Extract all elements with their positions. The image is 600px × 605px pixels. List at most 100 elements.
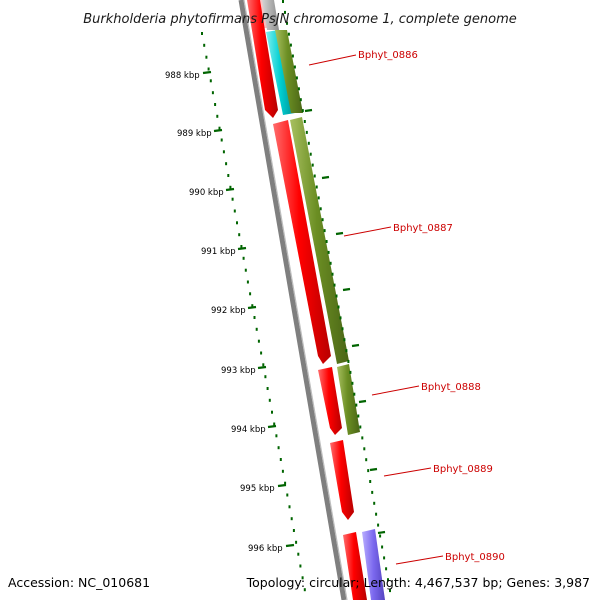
- ruler-label: 992 kbp: [211, 306, 246, 316]
- ruler-dot: [249, 292, 252, 296]
- ruler-dot: [369, 480, 372, 483]
- gene-label-bphyt-0886[interactable]: Bphyt_0886: [358, 50, 418, 61]
- ruler-dot: [379, 534, 382, 538]
- ruler-tick: [277, 483, 287, 488]
- ruler-dot: [309, 152, 312, 156]
- cds-arrow-bphyt-0888[interactable]: [318, 367, 342, 435]
- ruler-dot: [303, 120, 306, 123]
- ruler-dot: [203, 43, 206, 47]
- ruler-dot: [347, 360, 350, 363]
- ruler-dot: [291, 54, 294, 58]
- ruler-dot: [355, 403, 358, 407]
- ruler-dot: [242, 256, 245, 260]
- ruler-tick: [225, 187, 235, 192]
- ruler-dot: [255, 327, 258, 331]
- ruler-dot: [238, 233, 241, 237]
- ruler-dot: [236, 221, 238, 225]
- cds-arrow-bphyt-0886[interactable]: [247, 0, 278, 118]
- ruler-dot: [240, 245, 243, 248]
- inner-ruler-dots: [282, 0, 393, 603]
- cds-arrow-bphyt-0887[interactable]: [273, 120, 331, 364]
- ruler-label: 995 kbp: [240, 484, 275, 494]
- ruler-dot: [288, 505, 291, 509]
- leader-line-bphyt-0887: [343, 226, 392, 237]
- ruler-labels: 988 kbp 989 kbp 990 kbp 991 kbp 992 kbp …: [165, 71, 283, 554]
- ruler-dot: [211, 91, 214, 95]
- ruler-dot: [209, 79, 212, 83]
- ruler-dot: [251, 304, 254, 308]
- ruler-dot: [299, 98, 302, 102]
- ruler-tick: [321, 175, 330, 180]
- outer-ruler-ticks: [202, 70, 295, 548]
- ruler-dot: [262, 363, 265, 367]
- ruler-dot: [297, 552, 300, 556]
- ruler-dot: [333, 283, 336, 287]
- cds-arrow-bphyt-0890[interactable]: [343, 532, 367, 600]
- gene-label-bphyt-0890[interactable]: Bphyt_0890: [445, 552, 505, 563]
- ruler-dot: [286, 21, 288, 25]
- ruler-dot: [373, 501, 376, 505]
- cog-block-green-bphyt-0888: [337, 364, 360, 435]
- ruler-dot: [339, 316, 342, 320]
- ruler-dot: [341, 327, 344, 331]
- ruler-dot: [268, 398, 271, 402]
- ruler-tick: [335, 231, 344, 236]
- ruler-dot: [231, 197, 234, 201]
- ruler-dot: [303, 588, 306, 592]
- gene-label-bphyt-0888[interactable]: Bphyt_0888: [421, 382, 481, 393]
- ruler-dot: [357, 414, 360, 418]
- ruler-tick: [285, 543, 295, 548]
- ruler-dot: [315, 185, 318, 189]
- ruler-dot: [229, 185, 232, 189]
- ruler-dot: [287, 32, 290, 36]
- ruler-dot: [201, 32, 203, 35]
- ruler-dot: [260, 351, 263, 355]
- ruler-dot: [383, 556, 386, 560]
- ruler-dot: [295, 76, 298, 80]
- ruler-tick: [351, 343, 360, 348]
- ruler-dot: [311, 163, 314, 167]
- gene-labels: Bphyt_0886 Bphyt_0887 Bphyt_0888 Bphyt_0…: [358, 50, 505, 563]
- ruler-dot: [299, 564, 302, 568]
- gene-label-leaders: [308, 54, 444, 565]
- ruler-dot: [222, 150, 225, 154]
- ruler-tick: [369, 467, 378, 472]
- ruler-tick: [377, 530, 386, 535]
- ruler-dot: [266, 387, 269, 390]
- ruler-dot: [329, 261, 332, 265]
- inner-ruler-ticks: [304, 108, 386, 535]
- ruler-dot: [220, 138, 223, 142]
- ruler-dot: [264, 375, 267, 379]
- ruler-dot: [321, 218, 324, 222]
- ruler-dot: [244, 268, 247, 272]
- chromosome-backbone-highlight: [243, 0, 348, 601]
- ruler-dot: [275, 434, 278, 438]
- cog-block-green-bphyt-0886: [275, 30, 303, 113]
- gene-label-bphyt-0889[interactable]: Bphyt_0889: [433, 464, 493, 475]
- ruler-dot: [286, 493, 289, 497]
- cds-arrow-bphyt-0889[interactable]: [330, 440, 354, 520]
- ruler-dot: [371, 490, 374, 494]
- gene-label-bphyt-0887[interactable]: Bphyt_0887: [393, 223, 453, 234]
- ruler-tick: [202, 70, 212, 75]
- ruler-dot: [365, 458, 368, 462]
- ruler-dot: [387, 578, 389, 582]
- accession-text: Accession: NC_010681: [8, 575, 150, 590]
- ruler-dot: [301, 109, 304, 113]
- cog-block-grey-top: [262, 0, 279, 30]
- ruler-tick: [267, 424, 277, 429]
- ruler-label: 994 kbp: [231, 425, 266, 435]
- ruler-dot: [389, 589, 391, 593]
- ruler-dot: [317, 196, 320, 200]
- ruler-dot: [271, 410, 273, 414]
- ruler-tick: [358, 399, 367, 404]
- ruler-dot: [216, 114, 219, 118]
- ruler-dot: [257, 339, 260, 343]
- leader-line-bphyt-0889: [383, 467, 432, 477]
- ruler-dot: [349, 370, 352, 374]
- ruler-dot: [297, 87, 300, 91]
- map-title: Burkholderia phytofirmans PsJN chromosom…: [83, 12, 517, 27]
- ruler-dot: [246, 280, 249, 284]
- chromosome-backbone: [238, 0, 347, 601]
